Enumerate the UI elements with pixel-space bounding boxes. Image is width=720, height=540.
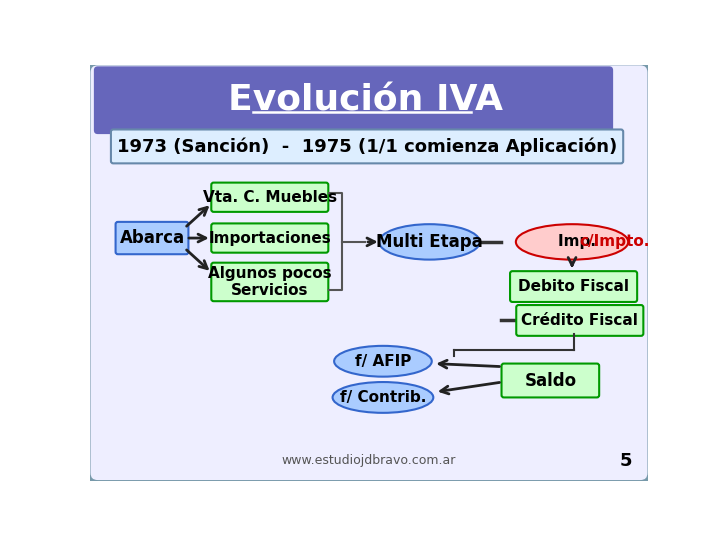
FancyBboxPatch shape: [510, 271, 637, 302]
Text: Saldo: Saldo: [524, 372, 577, 389]
Ellipse shape: [333, 382, 433, 413]
FancyBboxPatch shape: [211, 224, 328, 253]
Text: Algunos pocos
Servicios: Algunos pocos Servicios: [208, 266, 332, 298]
Text: Debito Fiscal: Debito Fiscal: [518, 279, 629, 294]
Text: Multi Etapa: Multi Etapa: [376, 233, 483, 251]
FancyBboxPatch shape: [516, 305, 644, 336]
Text: Crédito Fiscal: Crédito Fiscal: [521, 313, 638, 328]
Ellipse shape: [516, 224, 629, 260]
Ellipse shape: [334, 346, 432, 377]
FancyBboxPatch shape: [116, 222, 189, 254]
Text: 1973 (Sanción)  -  1975 (1/1 comienza Aplicación): 1973 (Sanción) - 1975 (1/1 comienza Apli…: [117, 137, 618, 156]
Text: 5: 5: [620, 451, 632, 470]
Text: c/Impto.: c/Impto.: [579, 234, 649, 249]
FancyBboxPatch shape: [94, 66, 613, 134]
FancyBboxPatch shape: [211, 183, 328, 212]
Text: Abarca: Abarca: [120, 229, 184, 247]
FancyBboxPatch shape: [502, 363, 599, 397]
Text: www.estudiojdbravo.com.ar: www.estudiojdbravo.com.ar: [282, 454, 456, 467]
FancyBboxPatch shape: [211, 262, 328, 301]
Text: f/ Contrib.: f/ Contrib.: [340, 390, 426, 405]
Text: f/ AFIP: f/ AFIP: [355, 354, 411, 369]
Text: Evolución IVA: Evolución IVA: [228, 83, 503, 117]
Text: Importaciones: Importaciones: [208, 231, 331, 246]
FancyBboxPatch shape: [111, 130, 624, 164]
Ellipse shape: [379, 224, 480, 260]
Text: Imp.: Imp.: [558, 234, 601, 249]
FancyBboxPatch shape: [89, 63, 649, 482]
Text: Vta. C. Muebles: Vta. C. Muebles: [203, 190, 337, 205]
